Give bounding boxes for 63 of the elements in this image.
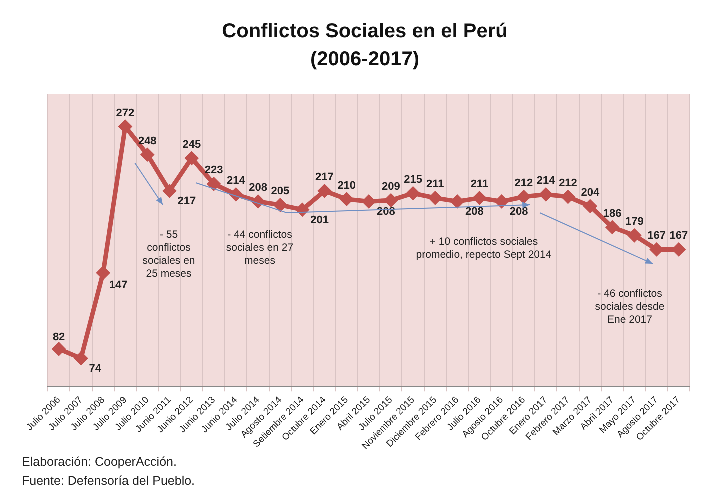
data-label: 215 bbox=[404, 174, 422, 186]
data-label: 204 bbox=[581, 186, 600, 199]
text: Elaboración: CooperAcción. bbox=[22, 455, 177, 469]
data-label: 167 bbox=[670, 230, 688, 242]
data-label: 147 bbox=[109, 280, 128, 292]
data-label: 205 bbox=[271, 186, 290, 198]
data-label: 272 bbox=[116, 107, 135, 120]
annotation: + 10 conflictos sociales promedio, repecto Sept 2014 bbox=[415, 236, 553, 262]
point bbox=[296, 204, 309, 216]
data-label: 214 bbox=[536, 175, 556, 188]
source-note: Fuente: Defensoría del Pueblo. bbox=[22, 474, 196, 488]
point bbox=[52, 342, 66, 356]
data-label: 212 bbox=[514, 178, 534, 190]
point bbox=[362, 195, 376, 208]
point bbox=[540, 188, 552, 201]
point bbox=[141, 148, 154, 162]
data-label: 179 bbox=[625, 216, 644, 228]
data-label: 223 bbox=[204, 164, 224, 177]
point bbox=[97, 266, 110, 280]
point bbox=[74, 352, 88, 365]
data-label: 217 bbox=[178, 196, 196, 208]
point bbox=[562, 190, 574, 204]
point bbox=[274, 198, 287, 212]
point bbox=[628, 229, 641, 242]
data-label: 210 bbox=[338, 180, 356, 192]
data-label: 211 bbox=[426, 178, 444, 191]
data-label: 74 bbox=[89, 363, 102, 376]
data-label: 211 bbox=[470, 178, 489, 191]
point bbox=[518, 190, 530, 204]
point bbox=[451, 195, 464, 208]
annotation: - 55 conflictos sociales en 25 meses bbox=[142, 229, 196, 281]
point bbox=[119, 120, 132, 134]
point bbox=[318, 184, 331, 198]
point bbox=[429, 192, 442, 204]
data-label: 212 bbox=[559, 178, 578, 190]
point bbox=[384, 194, 398, 207]
point bbox=[584, 200, 597, 213]
annotation: - 44 conflictos sociales en 27 meses bbox=[225, 229, 295, 268]
data-label: 217 bbox=[316, 172, 334, 184]
data-label: 245 bbox=[182, 138, 202, 151]
chart-subtitle: (2006-2017) bbox=[310, 48, 420, 71]
point bbox=[473, 192, 486, 204]
point bbox=[407, 187, 420, 200]
point bbox=[650, 243, 664, 256]
data-label: 167 bbox=[648, 230, 666, 242]
point bbox=[672, 243, 686, 256]
data-label: 214 bbox=[226, 175, 246, 188]
annotation: - 46 conflictos sociales desde Ene 2017 bbox=[595, 288, 665, 327]
data-label: 201 bbox=[310, 214, 329, 226]
data-label: 186 bbox=[603, 208, 622, 220]
point bbox=[340, 193, 354, 206]
data-label: 208 bbox=[466, 206, 484, 218]
chart-title: Conflictos Sociales en el Perú bbox=[222, 20, 508, 43]
data-label: 209 bbox=[382, 181, 400, 194]
data-label: 248 bbox=[138, 135, 157, 148]
data-label: 82 bbox=[52, 332, 66, 344]
data-label: 208 bbox=[249, 182, 268, 194]
point bbox=[606, 221, 619, 234]
data-label: 208 bbox=[510, 206, 528, 218]
point bbox=[186, 152, 198, 165]
point bbox=[208, 178, 220, 190]
point bbox=[164, 184, 176, 198]
point bbox=[496, 195, 508, 208]
